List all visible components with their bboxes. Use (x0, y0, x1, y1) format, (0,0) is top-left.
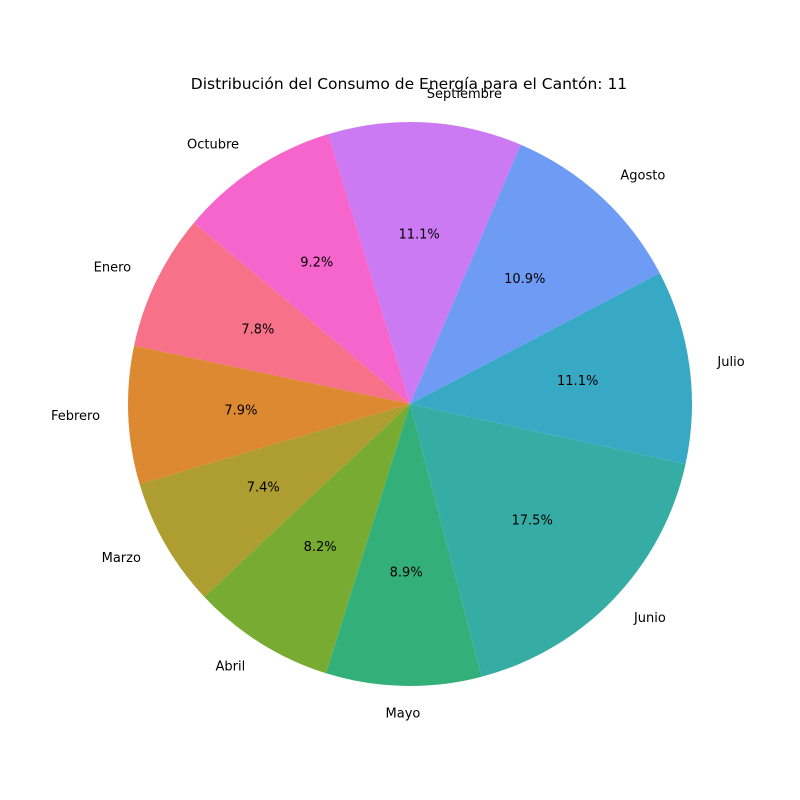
slice-label-mayo: Mayo (386, 707, 421, 722)
slice-label-marzo: Marzo (102, 551, 141, 566)
pct-label-febrero: 7.9% (224, 403, 257, 418)
slice-label-octubre: Octubre (187, 138, 239, 153)
pct-label-junio: 17.5% (512, 514, 553, 529)
pct-label-agosto: 10.9% (504, 272, 545, 287)
pct-label-mayo: 8.9% (390, 566, 423, 581)
pct-label-septiembre: 11.1% (398, 228, 439, 243)
pct-label-julio: 11.1% (557, 374, 598, 389)
pie-slices (128, 122, 692, 686)
slice-label-agosto: Agosto (620, 169, 665, 184)
pct-label-octubre: 9.2% (300, 255, 333, 270)
slice-label-junio: Junio (633, 611, 666, 626)
chart-title: Distribución del Consumo de Energía para… (191, 75, 627, 93)
slice-label-febrero: Febrero (51, 409, 100, 424)
slice-label-enero: Enero (94, 261, 132, 276)
pct-label-enero: 7.8% (241, 322, 274, 337)
slice-label-julio: Julio (716, 355, 744, 370)
pct-label-abril: 8.2% (304, 540, 337, 555)
slice-label-abril: Abril (216, 659, 246, 674)
pct-label-marzo: 7.4% (247, 481, 280, 496)
